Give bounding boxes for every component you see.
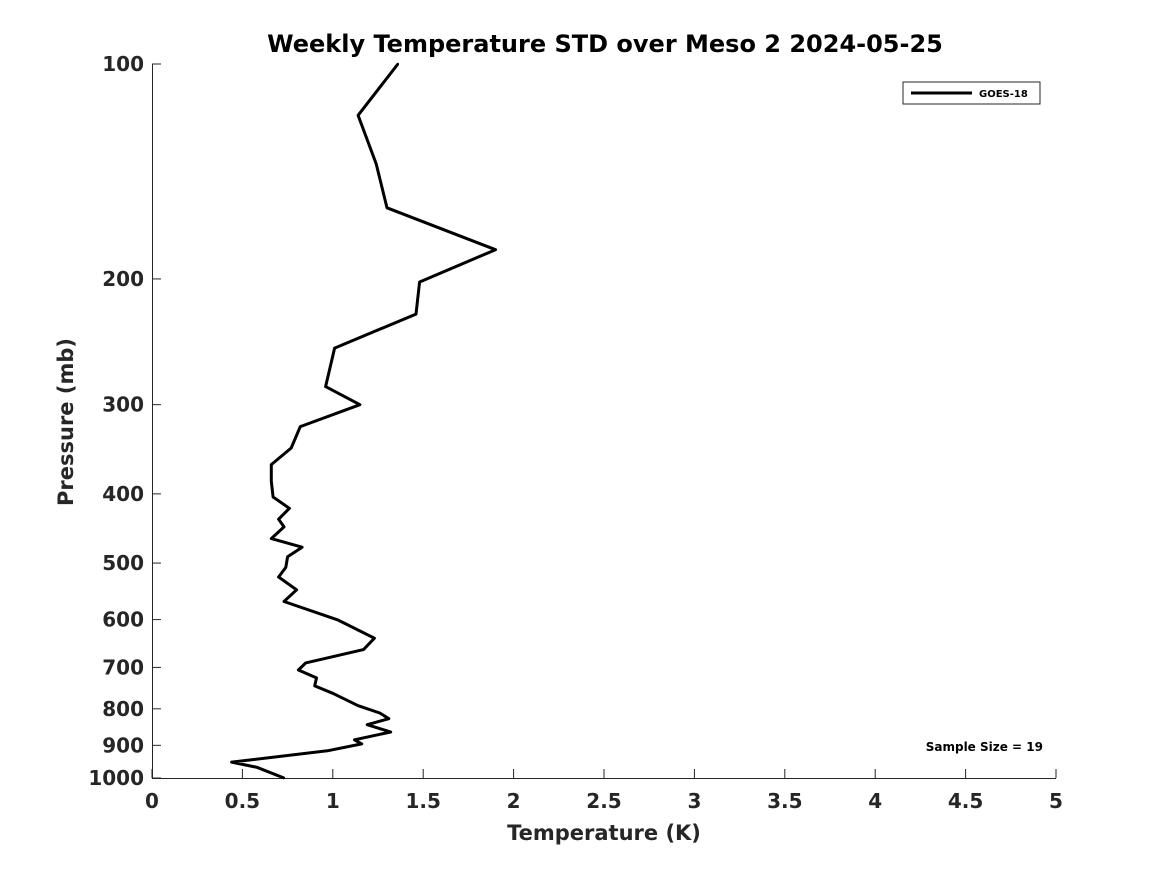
data-point [304, 661, 307, 665]
data-point [373, 637, 376, 640]
legend: GOES-18 [902, 81, 1041, 105]
x-tick-label: 0 [145, 789, 159, 813]
data-point [295, 588, 298, 591]
y-tick-label: 500 [102, 551, 144, 575]
data-point [270, 537, 273, 540]
data-point [389, 730, 392, 734]
x-tick-label: 4 [868, 789, 882, 813]
data-point [414, 312, 418, 316]
data-point [255, 766, 259, 769]
data-point [286, 555, 289, 558]
sample-size-annotation: Sample Size = 19 [926, 740, 1043, 754]
y-tick-label: 600 [102, 608, 144, 632]
data-point [418, 280, 421, 284]
data-point [366, 723, 369, 726]
x-tick-label: 0.5 [225, 789, 260, 813]
y-tick-label: 700 [102, 655, 144, 679]
data-point [360, 742, 363, 746]
x-axis-label: Temperature (K) [507, 821, 701, 845]
x-tick-label: 5 [1049, 789, 1063, 813]
y-axis-label: Pressure (mb) [54, 338, 78, 506]
data-point [387, 717, 390, 720]
y-tick-label: 900 [102, 733, 144, 757]
data-points [230, 62, 497, 780]
data-point [356, 704, 360, 707]
data-point [282, 525, 286, 529]
y-tick-label: 800 [102, 697, 144, 721]
data-point [313, 684, 316, 688]
x-tick-label: 4.5 [948, 789, 983, 813]
data-point [333, 346, 336, 350]
data-point [358, 403, 362, 406]
data-point [290, 446, 293, 450]
data-point [337, 618, 340, 622]
data-point [282, 600, 286, 603]
data-point [270, 480, 273, 483]
axes [152, 64, 1056, 779]
series-line-goes-18 [230, 63, 497, 780]
data-point [396, 62, 400, 66]
data-point [356, 114, 360, 117]
data-point [230, 760, 233, 764]
data-point [300, 546, 304, 549]
chart-title: Weekly Temperature STD over Meso 2 2024-… [267, 30, 943, 58]
y-tick-label: 1000 [88, 766, 144, 790]
x-tick-label: 1 [326, 789, 340, 813]
data-point [331, 692, 334, 695]
data-point [494, 248, 497, 251]
data-point [324, 385, 327, 388]
y-tick-label: 300 [102, 393, 144, 417]
x-tick-label: 2.5 [586, 789, 621, 813]
data-point [375, 162, 378, 166]
data-point [288, 507, 291, 510]
data-point [378, 711, 381, 715]
data-point [277, 518, 280, 521]
x-tick-label: 1.5 [405, 789, 440, 813]
data-point [353, 738, 356, 741]
x-tick-label: 3.5 [767, 789, 802, 813]
x-ticks: 0 0.5 1 1.5 2 2.5 3 3.5 4 4.5 5 [145, 769, 1063, 813]
x-tick-label: 3 [687, 789, 701, 813]
data-point [326, 749, 329, 752]
data-point [270, 463, 273, 466]
data-point [385, 206, 389, 209]
data-point [277, 575, 280, 579]
y-tick-label: 400 [102, 482, 144, 506]
data-point [315, 676, 318, 680]
y-tick-label: 100 [102, 52, 144, 76]
legend-entry-goes-18: GOES-18 [979, 89, 1028, 100]
data-point [271, 495, 275, 499]
data-point [297, 668, 300, 672]
data-point [299, 425, 302, 428]
x-tick-label: 2 [507, 789, 521, 813]
data-point [362, 648, 365, 651]
data-point [284, 566, 287, 569]
y-ticks: 100 200 300 400 500 600 700 800 900 1000 [88, 52, 161, 790]
y-tick-label: 200 [102, 267, 144, 291]
data-point [282, 776, 286, 780]
